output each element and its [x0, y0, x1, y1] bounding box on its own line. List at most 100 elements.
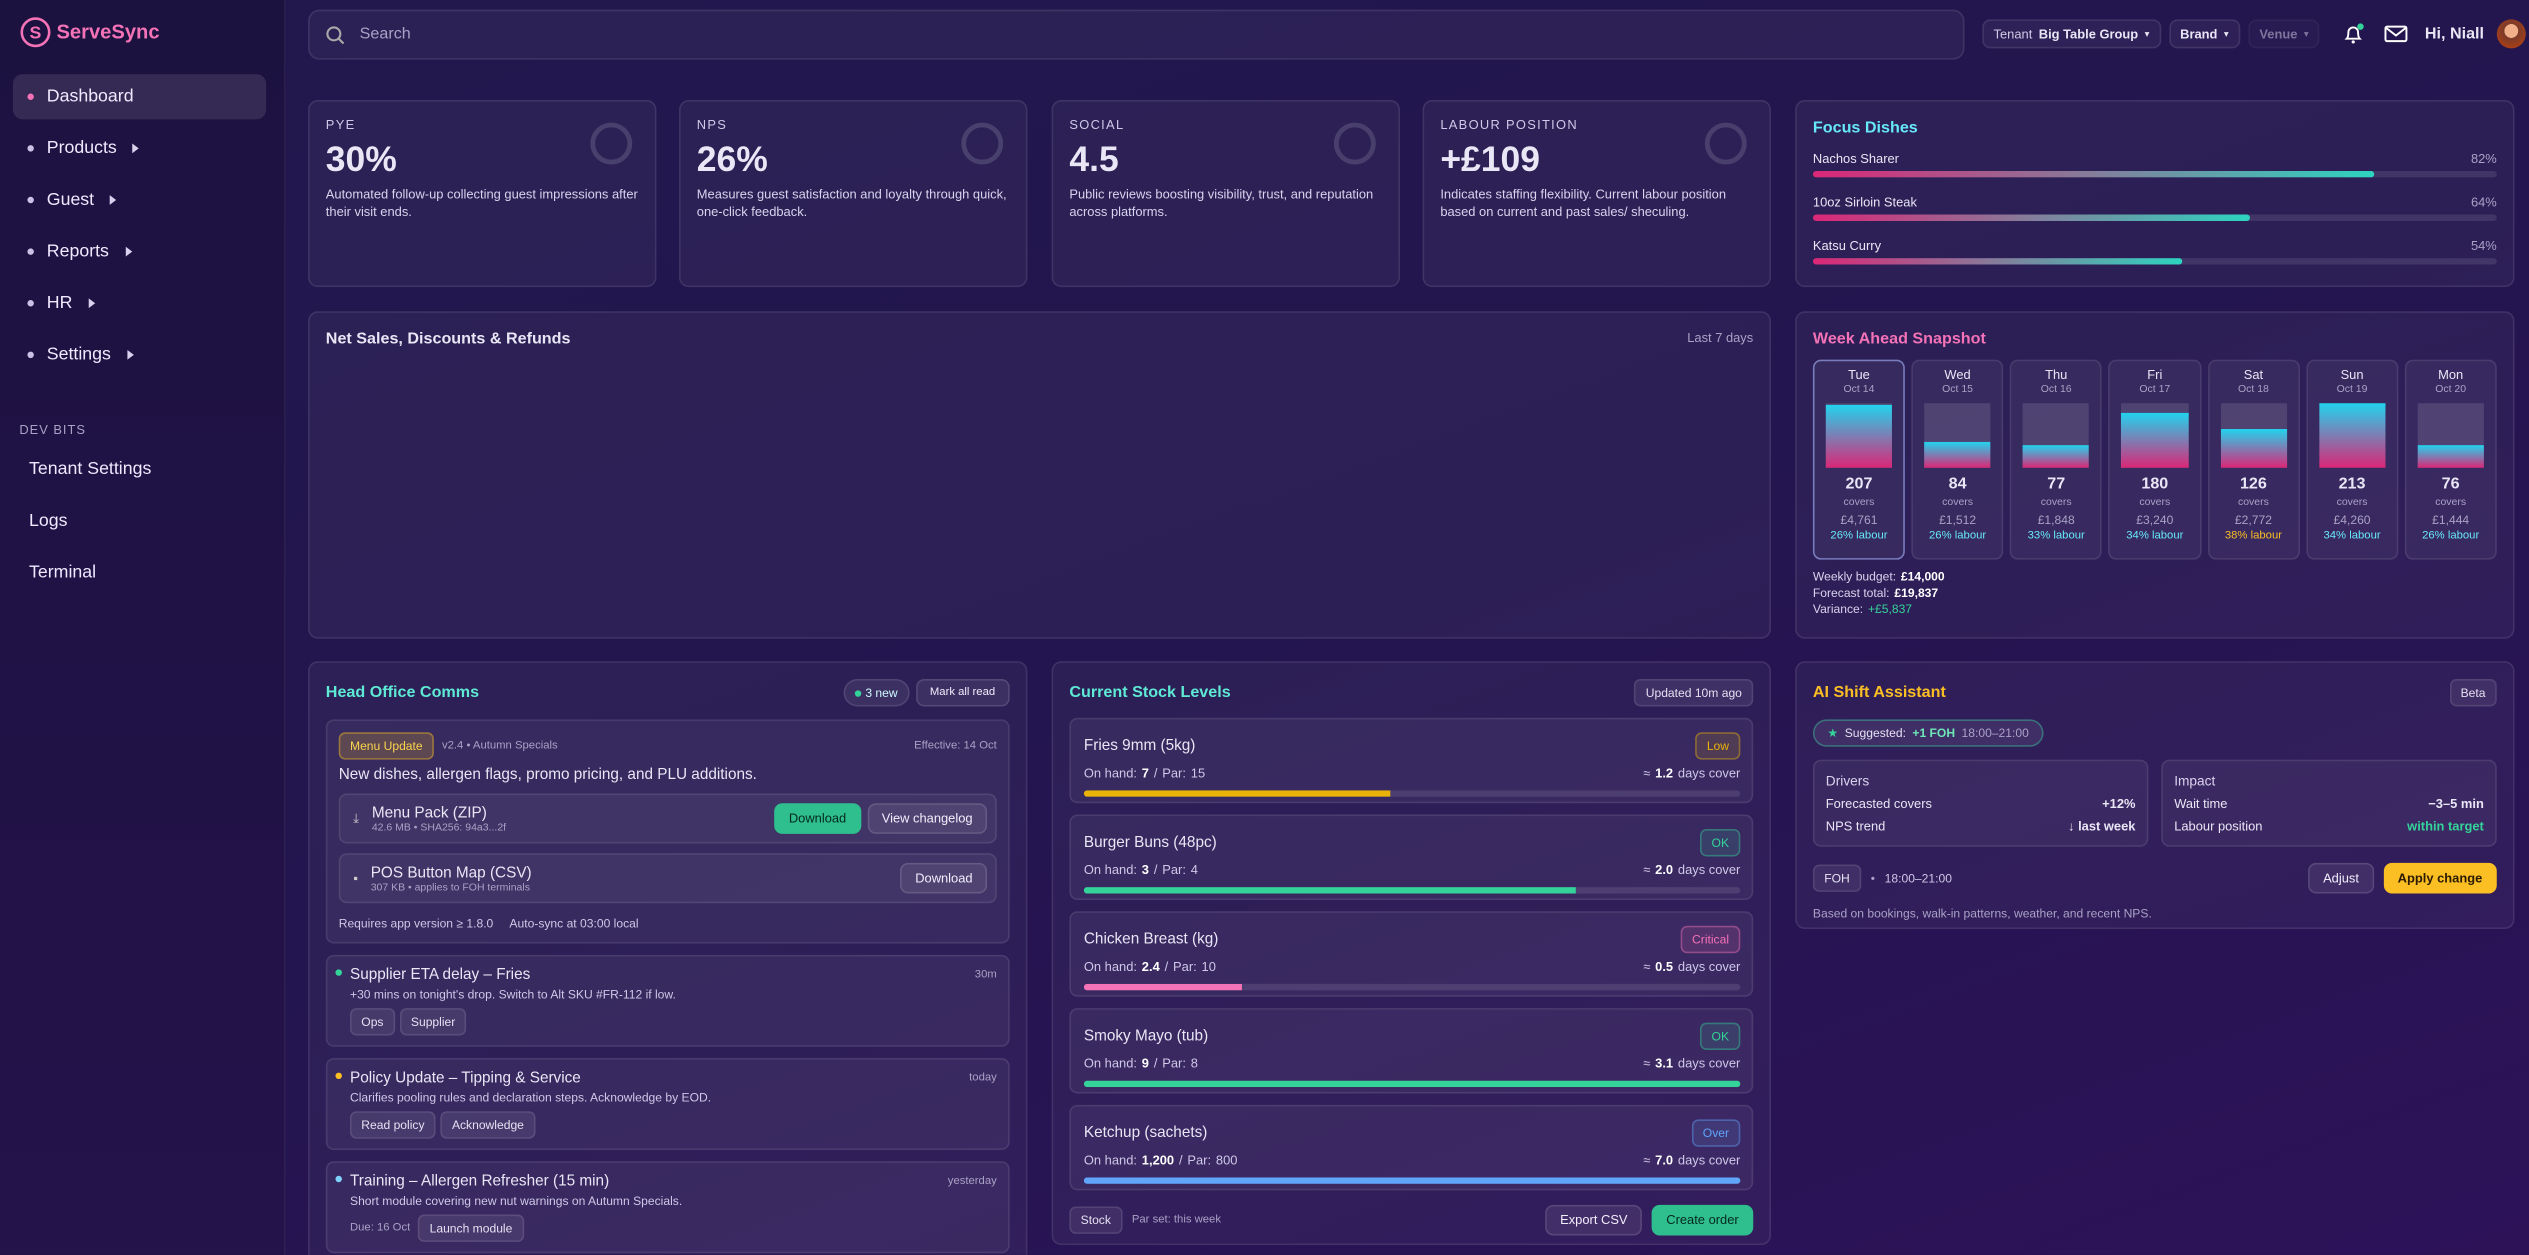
file-action[interactable]: Download	[900, 862, 988, 894]
apply-button[interactable]: Apply change	[2383, 862, 2497, 894]
comm-item: Supplier ETA delay – Fries 30m +30 mins on…	[325, 954, 1010, 1047]
metric-row: Forecasted covers +12%	[1826, 797, 2136, 812]
nav-item[interactable]: Tenant Settings	[29, 459, 152, 480]
kpi-ring	[1704, 122, 1747, 165]
nav-item[interactable]: Logs	[29, 511, 68, 531]
covers: 207	[1845, 475, 1873, 494]
tag[interactable]: Acknowledge	[440, 1111, 536, 1139]
status: Critical	[1680, 925, 1741, 954]
stock-meta: On hand: 1,200/ Par: 800 ≈7.0 days cover	[1084, 1153, 1740, 1168]
tags: Due: 16 Oct Launch module	[350, 1214, 997, 1242]
file-action[interactable]: View changelog	[867, 803, 988, 834]
select[interactable]: Venue ▾	[2248, 19, 2321, 49]
day-date: Oct 14	[1843, 383, 1875, 396]
on-hand: 1,200	[1141, 1153, 1175, 1168]
select[interactable]: Tenant Big Table Group ▾	[1982, 19, 2161, 49]
kpi-card: SOCIAL 4.5 Public reviews boosting visibil…	[1051, 99, 1400, 288]
stock-name: Chicken Breast (kg)	[1083, 930, 1219, 949]
kpi-desc: Public reviews boosting visibility, trus…	[1069, 187, 1374, 219]
nav-label: Settings	[47, 345, 134, 364]
status-dot	[335, 969, 342, 976]
mark-read[interactable]: Mark all read	[915, 679, 1010, 707]
nav-label: Products	[47, 139, 140, 158]
cover-box	[2121, 403, 2188, 468]
slash: /	[1153, 1056, 1158, 1071]
metric-value: within target	[2407, 819, 2484, 834]
avatar[interactable]	[2496, 19, 2526, 49]
dish-name: 10oz Sirloin Steak	[1812, 195, 1917, 210]
stock-track	[1083, 1177, 1741, 1184]
effective: Effective: 14 Oct	[914, 740, 997, 752]
nav-item[interactable]: Reports	[13, 229, 266, 274]
footer-note: Auto-sync at 03:00 local	[509, 916, 639, 931]
nav-item[interactable]: Guest	[13, 177, 266, 222]
par-label: Par:	[1162, 766, 1186, 781]
dish-percent: 82%	[2470, 151, 2497, 167]
cover-prefix: ≈	[1643, 959, 1651, 975]
stock-bar	[1083, 983, 1242, 991]
stock-item: Ketchup (sachets) Over On hand: 1,200/ Par: 8…	[1069, 1104, 1754, 1191]
covers: 76	[2441, 475, 2460, 494]
mail-icon[interactable]	[2385, 24, 2409, 43]
cover-bar	[2220, 429, 2287, 468]
stock-item: Burger Buns (48pc) OK On hand: 3/Par: 4 ≈2.0 d…	[1069, 814, 1754, 900]
covers-label: covers	[2139, 496, 2171, 509]
summary-label: Variance:	[1812, 601, 1864, 617]
file-name: Menu Pack (ZIP)	[371, 804, 487, 822]
item-head: Policy Update – Tipping & Service today	[350, 1069, 997, 1087]
par-label: Par:	[1162, 862, 1186, 878]
footer-note: Par set: this week	[1131, 1214, 1221, 1226]
ai-assistant: AI Shift Assistant Beta ★ Suggested: +1 FOH 1…	[1795, 661, 2515, 930]
slash: /	[1178, 1153, 1183, 1168]
kpi-desc: Measures guest satisfaction and loyalty …	[696, 187, 1007, 219]
select[interactable]: Brand ▾	[2168, 19, 2241, 49]
dish-name: Nachos Sharer	[1812, 151, 1899, 167]
panel-title: AI Shift Assistant	[1812, 683, 1946, 702]
stock-item: Chicken Breast (kg) Critical On hand: 2.4/P…	[1069, 911, 1754, 997]
covers-label: covers	[1942, 496, 1974, 509]
nav-label: Reports	[47, 242, 132, 261]
file-action[interactable]: Download	[774, 803, 861, 834]
day-name: Sun	[2340, 367, 2364, 383]
impact-panel: Impact Wait time −3–5 min Labour position wi…	[2161, 759, 2497, 847]
net-sales: Net Sales, Discounts & Refunds Last 7 day…	[308, 311, 1771, 639]
nav-item[interactable]: Terminal	[29, 562, 97, 583]
stock-track	[1083, 887, 1741, 894]
stock-bar	[1083, 887, 1577, 894]
dish-track	[1812, 170, 2497, 178]
status: Over	[1691, 1119, 1741, 1147]
kpi-label: NPS	[696, 117, 728, 133]
cover-suffix: days cover	[1677, 1056, 1741, 1071]
day-card: Tue Oct 14 207 covers £4,761 26% labour	[1812, 359, 1906, 560]
tag[interactable]: Read policy	[349, 1111, 436, 1139]
summary-label: Weekly budget:	[1812, 569, 1897, 584]
nav-item[interactable]: Products	[13, 126, 266, 171]
panel-subtitle: Impact	[2174, 772, 2216, 789]
tag[interactable]: Ops	[349, 1008, 395, 1036]
export-button[interactable]: Export CSV	[1545, 1204, 1643, 1236]
chevron: ▾	[2144, 29, 2150, 40]
bell-icon[interactable]	[2343, 23, 2366, 46]
kpi-ring	[590, 122, 633, 165]
par: 4	[1190, 862, 1198, 878]
tag[interactable]: Launch module	[418, 1214, 524, 1242]
nav-item[interactable]: HR	[13, 281, 266, 326]
labour: 26% labour	[2422, 530, 2480, 542]
item-time: 30m	[974, 969, 997, 981]
file-meta: 42.6 MB • SHA256: 94a3...2f	[371, 821, 507, 834]
section-title: DEV BITS	[19, 422, 86, 438]
nav-item[interactable]: Dashboard	[12, 74, 267, 120]
adjust-button[interactable]: Adjust	[2308, 862, 2374, 894]
create-order-button[interactable]: Create order	[1651, 1204, 1754, 1236]
labour: 26% labour	[1929, 530, 1987, 542]
version: v2.4 • Autumn Specials	[441, 740, 558, 752]
tag[interactable]: Supplier	[399, 1008, 467, 1036]
search-bar[interactable]: Search	[308, 9, 1965, 60]
nav-item[interactable]: Settings	[13, 332, 266, 377]
stock-head: Chicken Breast (kg) Critical	[1083, 925, 1741, 954]
stock-bar	[1083, 1177, 1741, 1184]
role: FOH	[1812, 864, 1862, 892]
stock-header: Current Stock Levels Updated 10m ago	[1069, 679, 1754, 707]
dish-bar	[1812, 170, 2374, 178]
file: ⤓ Menu Pack (ZIP) 42.6 MB • SHA256: 94a3..…	[338, 793, 997, 844]
